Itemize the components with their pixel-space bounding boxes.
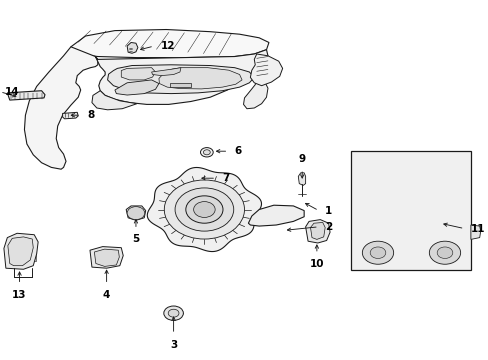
Circle shape xyxy=(175,188,233,231)
Text: 7: 7 xyxy=(222,173,229,183)
Text: 8: 8 xyxy=(87,110,94,120)
FancyBboxPatch shape xyxy=(428,203,461,223)
Polygon shape xyxy=(151,68,181,76)
Bar xyxy=(390,155,403,161)
Polygon shape xyxy=(121,68,155,80)
Circle shape xyxy=(369,247,385,258)
Polygon shape xyxy=(94,249,119,266)
Bar xyxy=(30,242,36,261)
Text: 4: 4 xyxy=(102,290,110,300)
Polygon shape xyxy=(248,205,304,226)
Bar xyxy=(355,157,465,191)
Polygon shape xyxy=(8,237,33,266)
Circle shape xyxy=(168,309,179,317)
Text: 1: 1 xyxy=(325,206,332,216)
Circle shape xyxy=(203,150,210,155)
Bar xyxy=(443,155,456,161)
Text: 2: 2 xyxy=(325,222,332,232)
FancyBboxPatch shape xyxy=(354,203,386,223)
Text: 9: 9 xyxy=(298,154,305,164)
FancyBboxPatch shape xyxy=(428,224,461,244)
Polygon shape xyxy=(159,68,242,89)
Polygon shape xyxy=(147,167,261,252)
Bar xyxy=(12,242,18,261)
Circle shape xyxy=(164,180,244,239)
Polygon shape xyxy=(310,222,325,239)
Polygon shape xyxy=(90,247,123,268)
Circle shape xyxy=(200,148,213,157)
Circle shape xyxy=(193,202,215,217)
Bar xyxy=(355,155,368,161)
Polygon shape xyxy=(170,83,190,87)
Polygon shape xyxy=(71,30,268,58)
Bar xyxy=(373,155,386,161)
Polygon shape xyxy=(188,171,198,180)
FancyBboxPatch shape xyxy=(428,245,461,265)
FancyBboxPatch shape xyxy=(391,224,424,244)
Polygon shape xyxy=(470,225,480,239)
Polygon shape xyxy=(126,206,145,220)
Bar xyxy=(408,155,421,161)
Polygon shape xyxy=(350,151,470,270)
Circle shape xyxy=(127,207,144,220)
Bar xyxy=(426,155,438,161)
Polygon shape xyxy=(62,112,78,119)
Polygon shape xyxy=(127,42,138,53)
Polygon shape xyxy=(4,233,38,269)
Circle shape xyxy=(163,306,183,320)
Text: 5: 5 xyxy=(132,234,139,244)
Polygon shape xyxy=(298,173,305,185)
Polygon shape xyxy=(250,54,282,86)
FancyBboxPatch shape xyxy=(391,203,424,223)
Text: 14: 14 xyxy=(5,87,20,97)
Polygon shape xyxy=(305,220,329,243)
Bar xyxy=(21,242,27,261)
Circle shape xyxy=(428,241,460,264)
Text: 6: 6 xyxy=(234,146,242,156)
Polygon shape xyxy=(7,91,45,100)
FancyBboxPatch shape xyxy=(391,245,424,265)
Polygon shape xyxy=(24,47,98,169)
Polygon shape xyxy=(107,65,254,94)
Circle shape xyxy=(185,196,223,223)
Circle shape xyxy=(436,247,452,258)
Circle shape xyxy=(362,241,393,264)
Polygon shape xyxy=(92,91,137,110)
Text: 10: 10 xyxy=(309,259,324,269)
Polygon shape xyxy=(95,50,267,104)
Text: 3: 3 xyxy=(170,340,177,350)
FancyBboxPatch shape xyxy=(354,224,386,244)
Text: 11: 11 xyxy=(469,224,484,234)
Polygon shape xyxy=(115,80,159,95)
Polygon shape xyxy=(243,78,267,109)
FancyBboxPatch shape xyxy=(354,245,386,265)
Text: 12: 12 xyxy=(160,41,175,51)
Text: 13: 13 xyxy=(12,290,27,300)
